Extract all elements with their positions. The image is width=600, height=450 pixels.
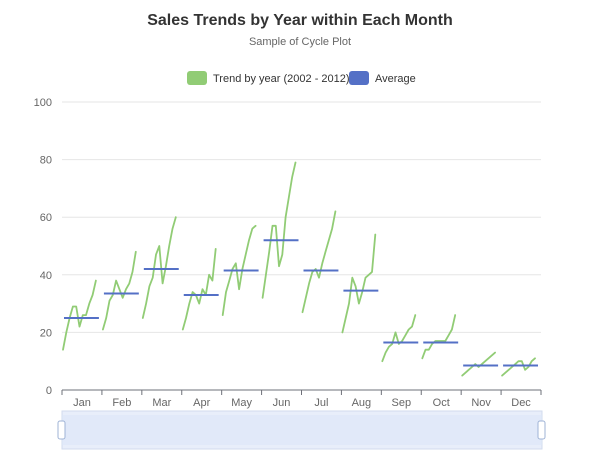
grid-lines [62,101,541,333]
x-axis: Jan Feb Mar Apr May Jun Jul Aug Sep Oct Nov Dec [61,389,542,409]
x-tick-label: Dec [511,397,531,409]
trend-line-oct[interactable] [421,314,457,360]
x-tick-label: Jan [73,397,91,409]
chart-subtitle: Sample of Cycle Plot [249,36,351,48]
x-tick-label: Jun [273,397,291,409]
y-tick-label: 80 [40,155,52,167]
x-tick-label: Sep [392,397,412,409]
data-zoom-selection[interactable] [62,415,542,445]
trend-line-may[interactable] [221,224,257,317]
trend-line-apr[interactable] [181,247,217,331]
y-tick-label: 60 [40,212,52,224]
trend-line-mar[interactable] [141,216,177,319]
legend-swatch-average [349,71,369,85]
legend-item-trend[interactable]: Trend by year (2002 - 2012) [187,71,350,85]
y-tick-label: 20 [40,327,52,339]
y-tick-label: 100 [34,97,52,109]
trend-line-jun[interactable] [261,161,297,299]
x-tick-label: Oct [433,397,450,409]
x-tick-label: Aug [352,397,372,409]
trend-line-jul[interactable] [301,210,337,314]
y-tick-label: 40 [40,270,52,282]
legend: Trend by year (2002 - 2012) Average [187,71,416,85]
data-zoom-slider[interactable] [57,410,546,450]
x-tick-label: Apr [193,397,210,409]
chart-title: Sales Trends by Year within Each Month [147,12,453,29]
trend-line-jan[interactable] [62,279,97,351]
average-series [64,239,538,367]
legend-swatch-trend [187,71,207,85]
x-tick-label: Feb [112,397,131,409]
trend-line-feb[interactable] [102,250,137,331]
trend-series [62,161,536,377]
data-zoom-handle-left[interactable] [57,420,66,440]
legend-item-average[interactable]: Average [349,71,416,85]
legend-label-trend: Trend by year (2002 - 2012) [213,73,350,85]
trend-line-sep[interactable] [381,314,417,363]
x-tick-label: Mar [152,397,171,409]
x-tick-label: May [231,397,252,409]
legend-label-average: Average [375,73,416,85]
x-tick-label: Nov [471,397,491,409]
y-tick-label: 0 [46,385,52,397]
x-tick-label: Jul [314,397,328,409]
y-axis-ticks: 0 20 40 60 80 100 [34,97,52,397]
trend-line-aug[interactable] [341,233,377,334]
trend-line-dec[interactable] [501,357,536,377]
trend-line-nov[interactable] [461,351,497,377]
data-zoom-handle-right[interactable] [537,420,546,440]
